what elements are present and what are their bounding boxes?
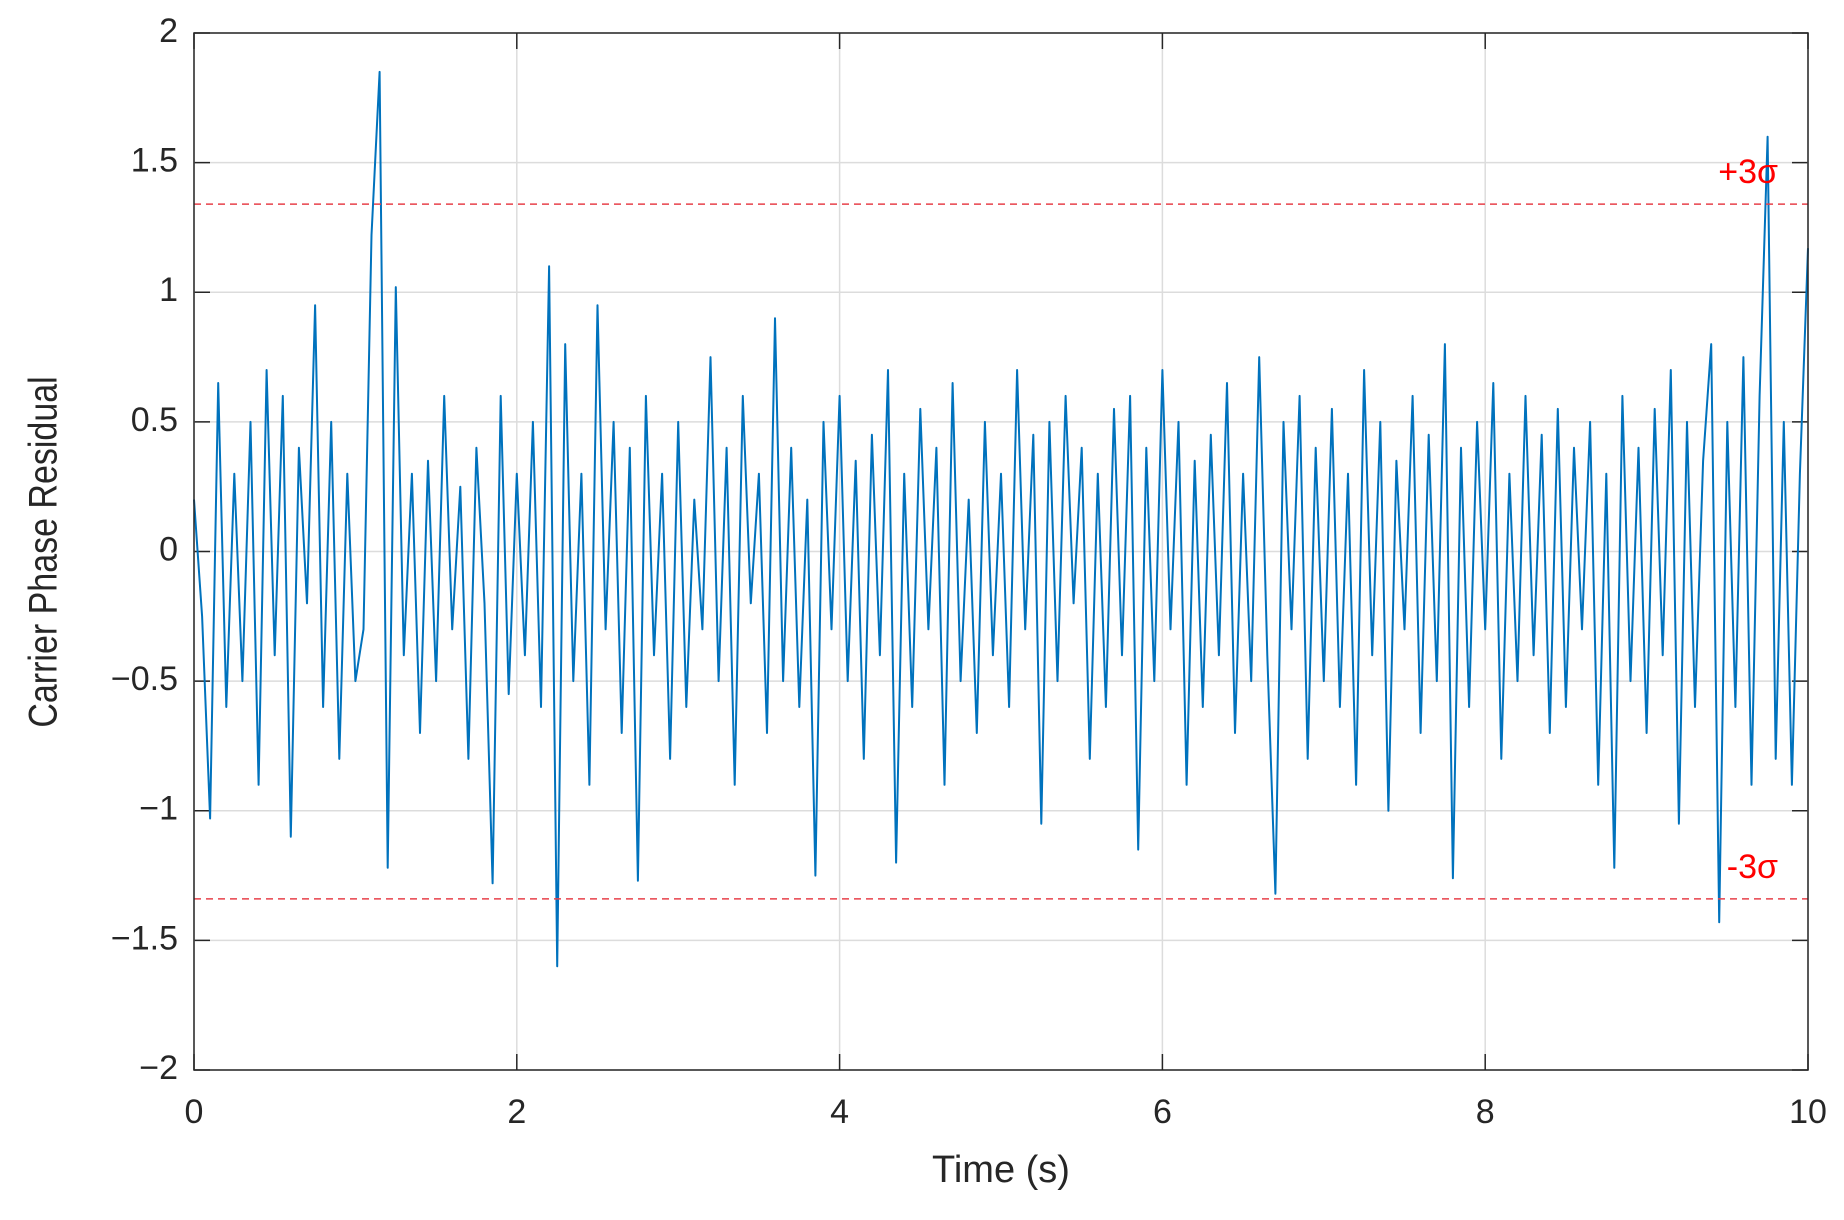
- plot-frame: [193, 32, 1809, 1071]
- reference-label: -3σ: [1727, 848, 1778, 886]
- y-tick-label: 0: [159, 530, 178, 568]
- y-tick-label: 1.5: [131, 142, 178, 180]
- y-tick-label: 1: [159, 271, 178, 309]
- y-tick-label: −1.5: [111, 919, 178, 957]
- x-tick-label: 6: [1153, 1093, 1172, 1131]
- data-line: [193, 70, 1809, 968]
- x-tick-label: 0: [185, 1093, 204, 1131]
- x-tick-label: 8: [1476, 1093, 1495, 1131]
- y-tick-label: 0.5: [131, 401, 178, 439]
- y-tick-label: −1: [139, 790, 178, 828]
- y-tick-label: −2: [139, 1049, 178, 1087]
- x-axis-label: Time (s): [932, 1149, 1070, 1191]
- reference-label: +3σ: [1718, 153, 1778, 191]
- x-tick-label: 2: [507, 1093, 526, 1131]
- x-tick-label: 4: [830, 1093, 849, 1131]
- x-tick-label: 10: [1789, 1093, 1827, 1131]
- y-tick-label: −0.5: [111, 660, 178, 698]
- y-tick-label: 2: [159, 12, 178, 50]
- y-axis-label: Carrier Phase Residual: [20, 376, 65, 727]
